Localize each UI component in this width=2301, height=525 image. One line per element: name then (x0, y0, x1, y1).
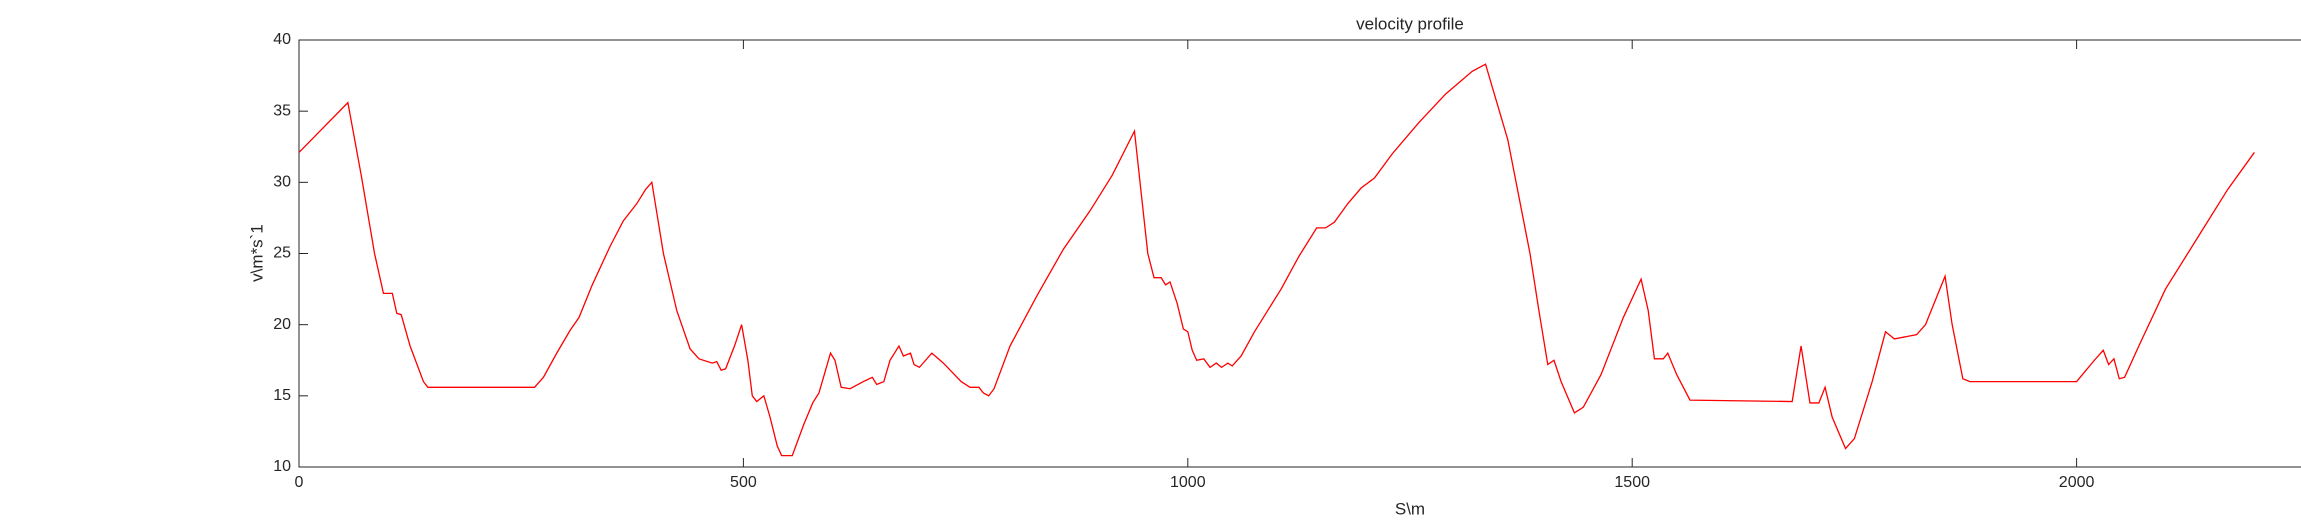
x-tick-label: 0 (295, 474, 304, 491)
x-tick-label: 500 (730, 474, 757, 491)
y-axis-label: v\m*s`1 (247, 224, 266, 282)
chart-title: velocity profile (1356, 14, 1464, 33)
y-tick-label: 35 (273, 102, 291, 119)
y-tick-label: 20 (273, 316, 291, 333)
x-tick-label: 1000 (1170, 474, 1206, 491)
y-tick-label: 25 (273, 245, 291, 262)
y-tick-label: 30 (273, 174, 291, 191)
y-tick-label: 15 (273, 387, 291, 404)
x-tick-label: 2000 (2059, 474, 2095, 491)
velocity-line (298, 63, 2255, 457)
x-tick-label: 1500 (1614, 474, 1650, 491)
y-tick-label: 40 (273, 31, 291, 48)
x-axis-label: S\m (1395, 499, 1425, 518)
y-tick-label: 10 (273, 458, 291, 475)
